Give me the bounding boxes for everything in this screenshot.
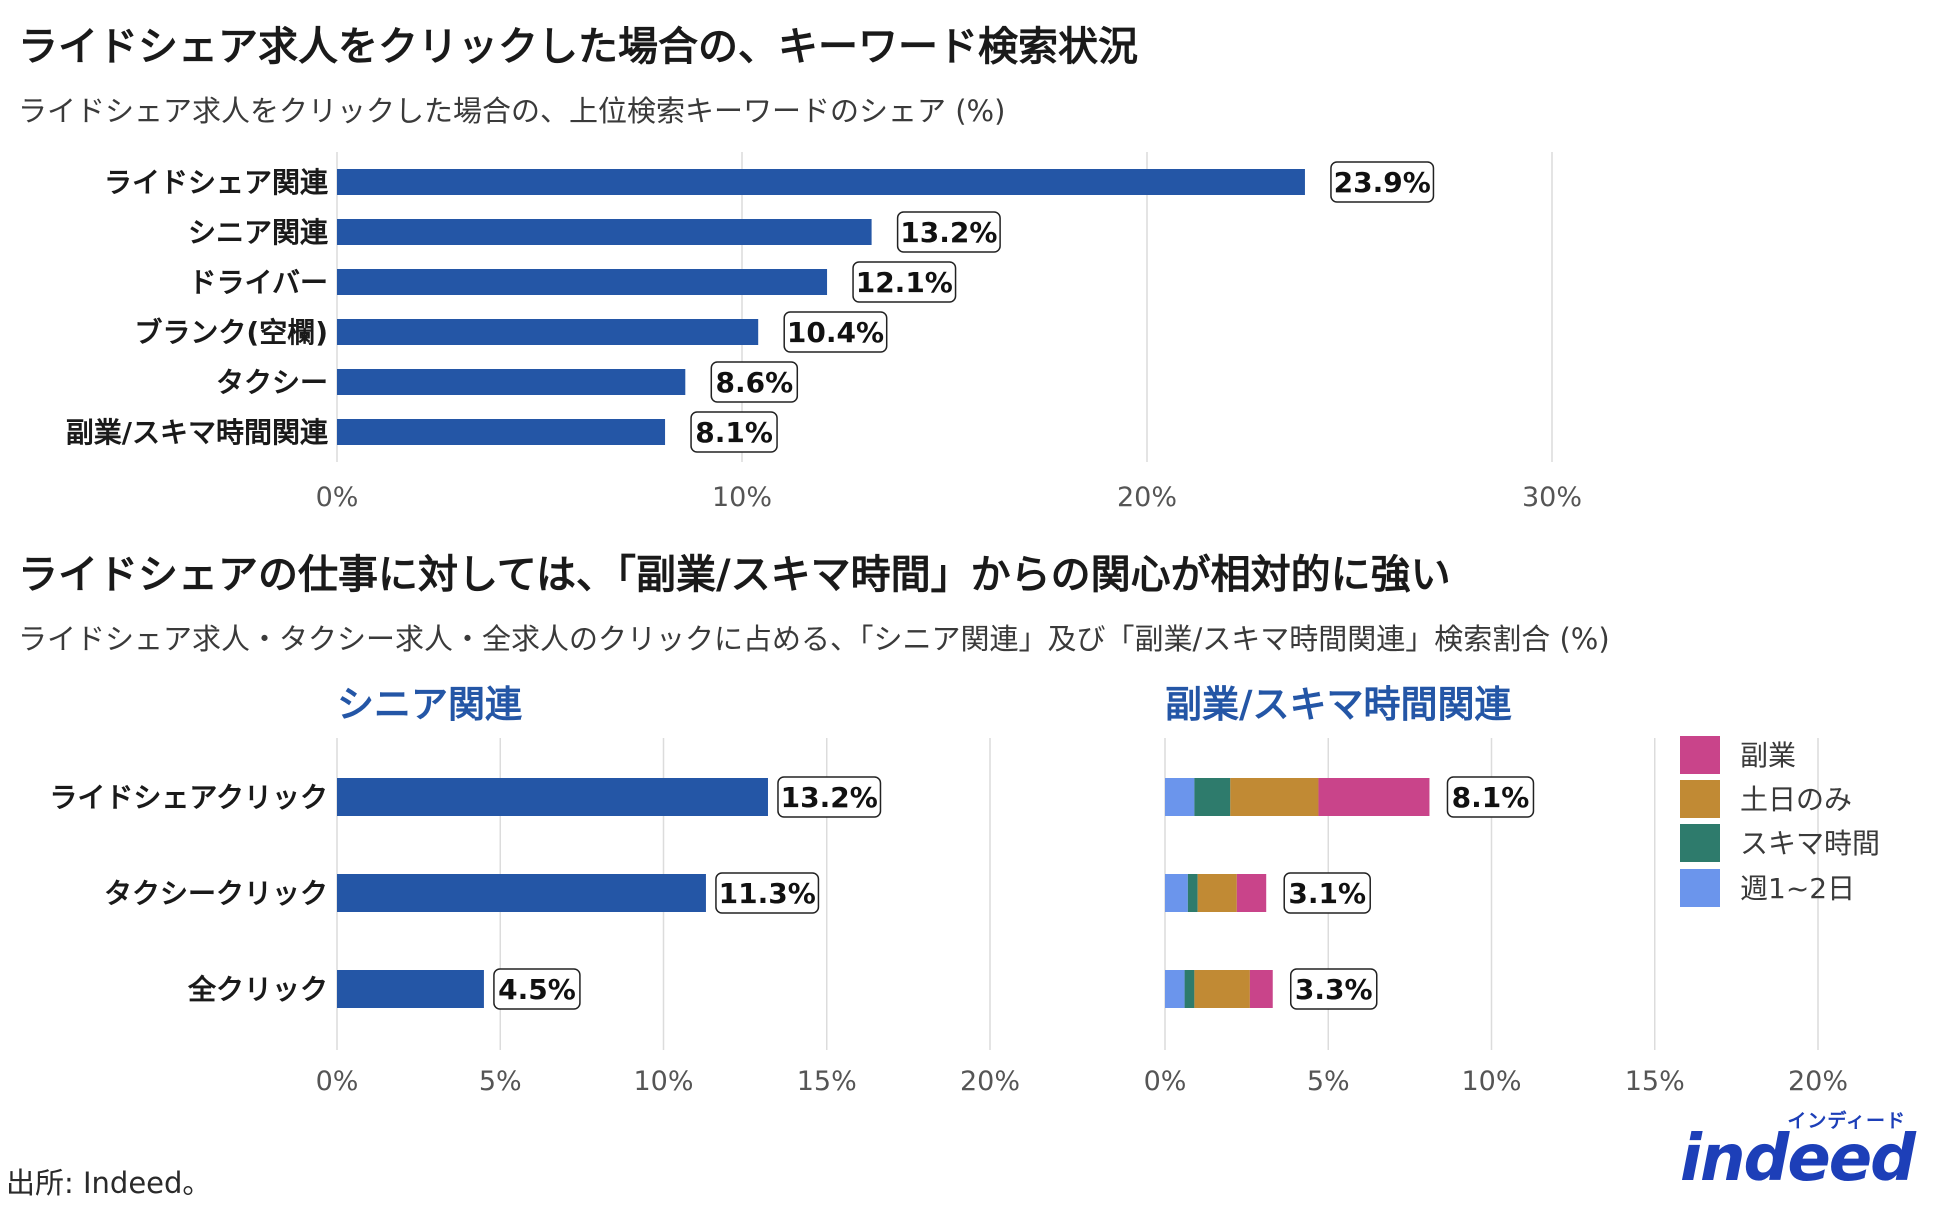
chart3-bar-segment xyxy=(1194,778,1231,816)
chart3-bar-segment xyxy=(1184,970,1195,1008)
chart1-data-label: 13.2% xyxy=(900,216,997,249)
chart2-panel-title: シニア関連 xyxy=(337,683,523,726)
chart3-panel-title: 副業/スキマ時間関連 xyxy=(1165,683,1513,726)
chart2-x-tick-label: 5% xyxy=(479,1066,522,1097)
legend-label: 土日のみ xyxy=(1740,783,1852,816)
chart1-data-label-box xyxy=(710,361,799,403)
chart1-bar xyxy=(337,269,828,295)
chart3-x-tick-label: 15% xyxy=(1625,1066,1685,1097)
indeed-logo-word: indeed xyxy=(1680,1122,1916,1196)
chart3-x-tick-label: 20% xyxy=(1788,1066,1848,1097)
chart3-x-tick-label: 10% xyxy=(1461,1066,1521,1097)
chart2-x-tick-label: 0% xyxy=(316,1066,359,1097)
chart1-data-label-box xyxy=(690,411,778,453)
chart3-bar-segment xyxy=(1165,970,1185,1008)
chart3-x-tick-label: 0% xyxy=(1144,1066,1187,1097)
chart3-bar-segment xyxy=(1165,874,1188,912)
chart3-bar-segment xyxy=(1249,970,1273,1008)
chart1-x-tick-label: 10% xyxy=(712,482,772,513)
chart1-x-tick-label: 20% xyxy=(1117,482,1177,513)
chart1-data-label: 23.9% xyxy=(1334,166,1431,199)
chart1-category-label: タクシー xyxy=(216,366,328,399)
chart3-bar-segment xyxy=(1187,874,1198,912)
legend-label: 週1~2日 xyxy=(1740,872,1855,905)
chart1-data-label-box xyxy=(896,211,1001,253)
chart3-data-label: 3.1% xyxy=(1288,877,1366,910)
chart2-data-label-box xyxy=(493,968,581,1010)
chart1-category-label: ライドシェア関連 xyxy=(104,166,329,199)
chart3-bar-segment xyxy=(1165,778,1195,816)
chart1-data-label: 8.1% xyxy=(695,416,773,449)
legend-swatch xyxy=(1680,824,1720,862)
chart3-data-label-box xyxy=(1446,776,1535,818)
chart1-subtitle: ライドシェア求人をクリックした場合の、上位検索キーワードのシェア (%) xyxy=(18,94,1006,128)
legend-label: スキマ時間 xyxy=(1740,827,1880,860)
chart1-category-label: ドライバー xyxy=(189,266,328,299)
chart1-data-label-box xyxy=(783,311,888,353)
indeed-logo: インディード indeed xyxy=(1680,1106,1930,1196)
chart3-data-label: 8.1% xyxy=(1452,781,1530,814)
chart2-x-tick-label: 20% xyxy=(960,1066,1020,1097)
chart3-bar-segment xyxy=(1230,778,1319,816)
chart1-bar xyxy=(337,369,686,395)
indeed-logo-kana: インディード xyxy=(1787,1110,1906,1132)
chart2-category-label: 全クリック xyxy=(187,973,328,1006)
chart1-data-label-box xyxy=(1330,161,1435,203)
chart3-bar-segment xyxy=(1194,970,1250,1008)
chart1-bar xyxy=(337,419,666,445)
chart1-bar xyxy=(337,169,1305,195)
chart2-bar xyxy=(337,778,768,816)
chart1-category-label: 副業/スキマ時間関連 xyxy=(66,416,329,449)
chart2-data-label: 13.2% xyxy=(781,781,878,814)
chart1-x-tick-label: 0% xyxy=(316,482,359,513)
legend-swatch xyxy=(1680,736,1720,774)
legend-swatch xyxy=(1680,869,1720,907)
chart2-data-label-box xyxy=(777,776,882,818)
chart1-x-tick-label: 30% xyxy=(1522,482,1582,513)
chart2-data-label-box xyxy=(715,872,820,914)
chart1-bar xyxy=(337,219,872,245)
chart3-data-label-box xyxy=(1289,968,1378,1010)
chart3-x-tick-label: 5% xyxy=(1307,1066,1350,1097)
chart1-category-label: シニア関連 xyxy=(188,216,329,249)
chart2-data-label: 11.3% xyxy=(719,877,816,910)
chart3-bar-segment xyxy=(1236,874,1267,912)
chart3-bar-segment xyxy=(1197,874,1237,912)
chart1-data-label: 8.6% xyxy=(715,366,793,399)
chart1-data-label: 10.4% xyxy=(787,316,884,349)
chart3-data-label-box xyxy=(1283,872,1371,914)
chart2-x-tick-label: 10% xyxy=(633,1066,693,1097)
chart2-bar xyxy=(337,970,484,1008)
chart3-bar-segment xyxy=(1318,778,1430,816)
chart2-category-label: ライドシェアクリック xyxy=(49,781,328,814)
chart1-category-label: ブランク(空欄) xyxy=(134,316,328,349)
chart2-category-label: タクシークリック xyxy=(104,877,328,910)
chart1-title: ライドシェア求人をクリックした場合の、キーワード検索状況 xyxy=(18,24,1138,70)
chart1-data-label-box xyxy=(852,261,957,303)
chart2-subtitle: ライドシェア求人・タクシー求人・全求人のクリックに占める、「シニア関連」及び「副… xyxy=(18,622,1610,656)
chart1-bar xyxy=(337,319,759,345)
source-note: 出所: Indeed。 xyxy=(6,1166,212,1200)
legend-label: 副業 xyxy=(1740,739,1796,772)
chart2-title: ライドシェアの仕事に対しては、「副業/スキマ時間」からの関心が相対的に強い xyxy=(18,552,1451,598)
chart1-data-label: 12.1% xyxy=(856,266,953,299)
chart2-data-label: 4.5% xyxy=(498,973,576,1006)
chart2-bar xyxy=(337,874,706,912)
legend-swatch xyxy=(1680,780,1720,818)
chart3-data-label: 3.3% xyxy=(1295,973,1373,1006)
chart2-x-tick-label: 15% xyxy=(797,1066,857,1097)
